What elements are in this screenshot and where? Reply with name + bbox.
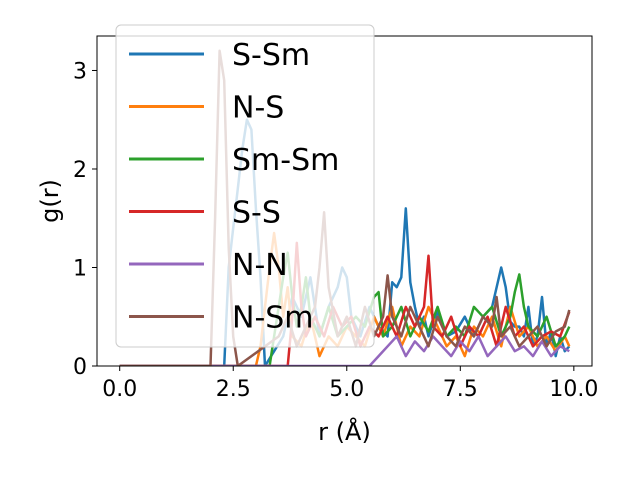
y-tick-label: 1: [73, 256, 87, 281]
legend-label-n-n: N-N: [232, 248, 288, 283]
y-tick-label: 0: [73, 355, 87, 380]
legend-label-s-s: S-S: [232, 196, 281, 231]
x-axis: 0.0 2.5 5.0 7.5 10.0: [102, 366, 598, 402]
y-tick-label: 3: [73, 59, 87, 84]
x-tick-label: 5.0: [329, 377, 364, 402]
legend-label-sm-sm: Sm-Sm: [232, 143, 339, 178]
x-tick-label: 7.5: [443, 377, 478, 402]
legend-label-n-sm: N-Sm: [232, 301, 314, 336]
y-axis: 0 1 2 3: [73, 59, 97, 380]
x-tick-label: 0.0: [102, 377, 137, 402]
y-tick-label: 2: [73, 158, 87, 183]
y-axis-label: g(r): [36, 179, 64, 223]
legend-label-s-sm: S-Sm: [232, 38, 310, 73]
x-axis-label: r (Å): [318, 417, 371, 446]
x-tick-label: 10.0: [549, 377, 598, 402]
series-line-n-n: [119, 335, 570, 366]
series-line-n-sm: [119, 49, 571, 366]
legend-label-n-s: N-S: [232, 91, 284, 126]
legend-box: [115, 24, 375, 348]
legend: S-Sm N-S Sm-Sm S-S N-N N-Sm: [115, 24, 375, 348]
x-tick-label: 2.5: [216, 377, 251, 402]
